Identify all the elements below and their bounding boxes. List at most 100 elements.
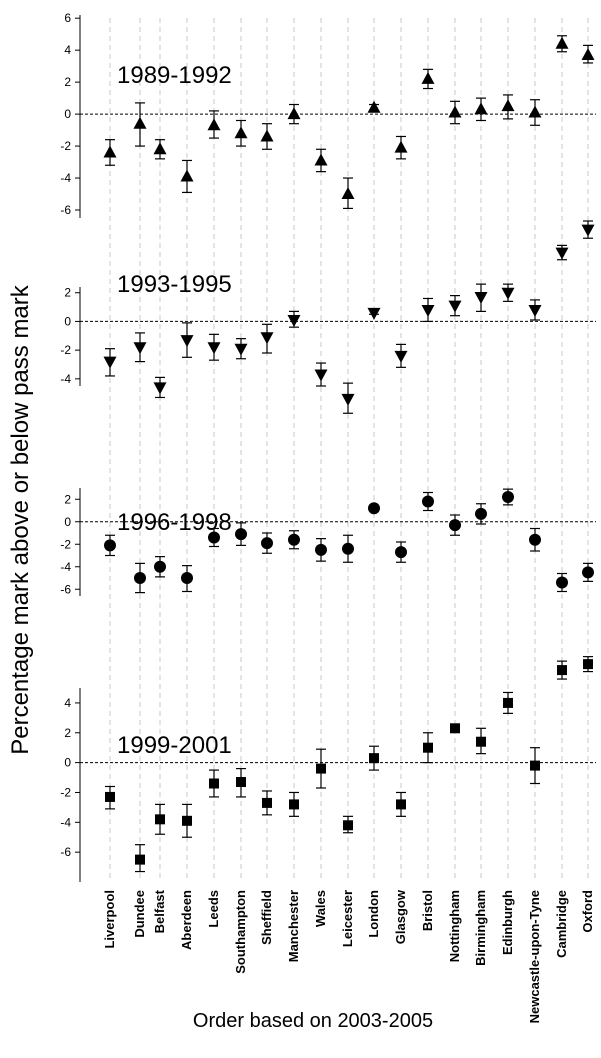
data-point-manchester (288, 533, 300, 546)
data-point-london (369, 753, 379, 764)
data-point-cambridge (555, 36, 569, 49)
data-point-leeds (207, 342, 221, 355)
data-point-sheffield (261, 537, 273, 550)
data-point-aberdeen (182, 815, 192, 826)
data-point-dundee (133, 116, 147, 129)
data-point-wales (314, 369, 328, 382)
y-tick-label: 4 (64, 696, 71, 710)
y-tick-label: -2 (60, 139, 71, 153)
data-point-nottingham (448, 105, 462, 118)
y-axis-label: Percentage mark above or below pass mark (7, 284, 34, 755)
data-point-dundee (133, 342, 147, 355)
data-point-glasgow (394, 140, 408, 153)
y-tick-label: -2 (60, 343, 71, 357)
data-point-manchester (289, 799, 299, 810)
data-point-edinburgh (501, 99, 515, 112)
x-tick-label: Cambridge (554, 890, 569, 958)
data-point-birmingham (476, 736, 486, 747)
data-point-belfast (155, 814, 165, 825)
y-tick-label: 0 (64, 756, 71, 770)
y-tick-label: 0 (64, 515, 71, 529)
data-point-cambridge (556, 576, 568, 589)
data-point-wales (314, 153, 328, 166)
data-point-aberdeen (181, 572, 193, 584)
data-point-belfast (154, 560, 166, 573)
y-tick-label: 0 (64, 314, 71, 328)
x-tick-label: Oxford (580, 890, 595, 933)
data-point-manchester (287, 107, 301, 120)
data-point-southampton (234, 343, 248, 356)
data-point-oxford (583, 659, 593, 670)
data-point-bristol (423, 742, 433, 753)
data-point-birmingham (475, 507, 487, 520)
data-point-oxford (582, 566, 594, 579)
data-point-liverpool (105, 791, 115, 802)
data-point-glasgow (395, 546, 407, 559)
data-point-bristol (422, 495, 434, 508)
data-point-london (367, 307, 381, 320)
panel-3: 2 0 -2 -4 -6 1996-1998 (60, 488, 596, 596)
x-tick-label: Glasgow (393, 889, 408, 944)
x-axis-label: Order based on 2003-2005 (193, 1010, 433, 1032)
data-point-bristol (421, 71, 435, 84)
y-tick-label: -4 (60, 372, 71, 386)
panels: 6 4 2 0 -2 -4 -6 1989-1992 2 0 -2 -4 1993-1995 2 0 -2 -4… (60, 11, 596, 882)
data-point-liverpool (103, 145, 117, 158)
x-tick-label: Southampton (233, 890, 248, 974)
data-point-liverpool (104, 539, 116, 552)
y-tick-label: 2 (64, 286, 71, 300)
data-point-london (367, 100, 381, 113)
y-tick-label: 4 (64, 43, 71, 57)
data-point-newcastle-upon-tyne (528, 105, 542, 118)
x-tick-label: Newcastle-upon-Tyne (527, 890, 542, 1023)
data-point-dundee (135, 854, 145, 865)
data-point-leeds (208, 531, 220, 544)
data-point-manchester (287, 315, 301, 327)
y-tick-label: -6 (60, 582, 71, 596)
y-tick-label: 2 (64, 492, 71, 506)
y-tick-label: -4 (60, 815, 71, 829)
data-point-leicester (343, 820, 353, 831)
data-point-aberdeen (180, 169, 194, 182)
x-tick-label: Bristol (420, 890, 435, 931)
panel-4: 4 2 0 -2 -4 -6 1999-2001 (60, 656, 596, 882)
data-point-nottingham (449, 519, 461, 532)
data-point-belfast (153, 382, 167, 395)
panel-1: 6 4 2 0 -2 -4 -6 1989-1992 (60, 11, 596, 218)
y-tick-label: -2 (60, 785, 71, 799)
x-tick-label: Birmingham (473, 890, 488, 966)
data-point-birmingham (474, 292, 488, 305)
data-point-sheffield (262, 797, 272, 808)
data-point-oxford (581, 47, 595, 60)
panel-2: 2 0 -2 -4 1993-1995 (60, 220, 596, 414)
data-point-glasgow (396, 799, 406, 810)
data-point-southampton (235, 528, 247, 541)
data-point-leicester (342, 542, 354, 555)
x-tick-label: Leeds (206, 890, 221, 928)
x-tick-labels: Liverpool Dundee Belfast Aberdeen Leeds South… (102, 889, 595, 1023)
x-tick-label: Wales (313, 890, 328, 927)
data-point-london (368, 502, 380, 515)
data-point-newcastle-upon-tyne (530, 760, 540, 771)
y-tick-label: 0 (64, 107, 71, 121)
data-point-aberdeen (180, 335, 194, 348)
data-point-glasgow (394, 350, 408, 363)
y-tick-label: 2 (64, 75, 71, 89)
data-point-leeds (209, 778, 219, 789)
data-point-leeds (207, 118, 221, 131)
data-point-oxford (581, 224, 595, 237)
x-tick-label: Belfast (152, 889, 167, 933)
y-tick-label: 6 (64, 11, 71, 25)
data-point-bristol (421, 304, 435, 317)
panel-title: 1996-1998 (117, 509, 232, 536)
data-point-edinburgh (502, 491, 514, 503)
data-point-edinburgh (503, 697, 513, 708)
x-tick-label: Sheffield (259, 890, 274, 945)
data-point-belfast (153, 142, 167, 155)
data-point-cambridge (555, 247, 569, 260)
panel-title: 1999-2001 (117, 732, 232, 759)
x-tick-label: Leicester (340, 890, 355, 947)
data-point-birmingham (474, 102, 488, 115)
data-point-leicester (341, 187, 355, 200)
